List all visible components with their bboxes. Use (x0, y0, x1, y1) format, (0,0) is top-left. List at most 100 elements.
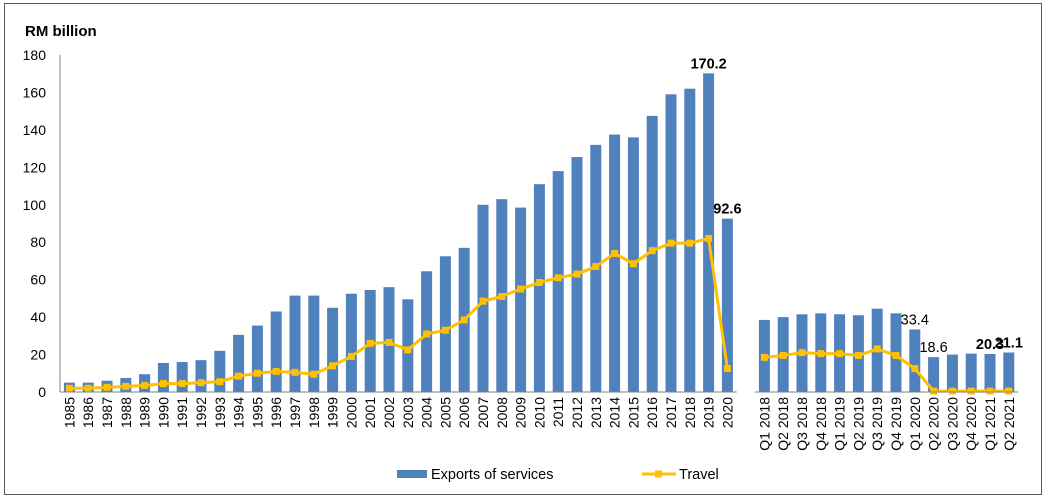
travel-marker-1990 (159, 380, 167, 388)
travel-marker-2013 (592, 263, 600, 271)
x-tick-label: Q2 2020 (926, 397, 942, 451)
bar-2010 (533, 184, 545, 392)
travel-marker-Q1-2020 (911, 365, 919, 373)
bar-2020 (721, 218, 733, 392)
y-axis: 0 20 40 60 80 100 120 140 160 180 (23, 47, 61, 400)
travel-marker-1989 (141, 381, 149, 389)
x-tick-label: 1995 (249, 397, 265, 428)
x-tick-label: 2013 (588, 397, 604, 428)
y-tick-label: 180 (23, 47, 47, 63)
travel-marker-1988 (122, 382, 130, 390)
travel-marker-2015 (629, 260, 637, 268)
x-tick-label: Q4 2019 (888, 397, 904, 451)
x-tick-label: 2010 (531, 397, 547, 428)
x-tick-label: Q3 2020 (944, 397, 960, 451)
travel-marker-2020 (723, 365, 731, 373)
bar-1994 (233, 334, 245, 392)
x-tick-label: 2009 (513, 397, 529, 428)
bar-series-exports (63, 73, 1015, 393)
bar-1990 (157, 362, 169, 392)
y-tick-label: 0 (38, 384, 46, 400)
travel-marker-2008 (498, 293, 506, 301)
x-tick-label: 2011 (550, 397, 566, 427)
x-tick-label: 2016 (644, 397, 660, 428)
travel-marker-2006 (460, 316, 468, 324)
y-tick-label: 160 (23, 84, 47, 100)
travel-marker-Q3-2019 (873, 345, 881, 353)
travel-marker-1993 (216, 378, 224, 386)
travel-marker-Q3-2020 (948, 387, 956, 395)
travel-marker-2004 (423, 330, 431, 338)
x-tick-label: Q2 2021 (1001, 397, 1017, 451)
bar-2014 (609, 134, 621, 392)
x-tick-label: Q1 2020 (907, 397, 923, 451)
x-tick-label: Q1 2021 (982, 397, 998, 451)
bar-1997 (289, 295, 301, 392)
x-tick-label: 2000 (343, 397, 359, 428)
x-tick-label: 1993 (212, 397, 228, 428)
x-tick-label: 1985 (61, 397, 77, 428)
x-tick-label: 1996 (268, 397, 284, 428)
x-tick-label: 1988 (118, 397, 134, 428)
x-tick-label: 1999 (325, 397, 341, 428)
travel-marker-2003 (404, 346, 412, 354)
x-tick-label: 1990 (155, 397, 171, 428)
bar-2011 (552, 171, 564, 392)
travel-marker-2011 (554, 274, 562, 282)
bar-Q1-2021 (984, 353, 996, 392)
line-series-travel (65, 234, 1013, 395)
data-label-Q2-2021: 21.1 (995, 335, 1023, 351)
x-tick-label: 1998 (306, 397, 322, 428)
x-tick-label: 2014 (607, 397, 623, 428)
travel-marker-1995 (253, 369, 261, 377)
bar-1991 (176, 362, 188, 392)
travel-marker-2002 (385, 338, 393, 346)
travel-marker-2007 (479, 297, 487, 305)
x-tick-label: 2007 (475, 397, 491, 428)
travel-marker-2001 (366, 339, 374, 347)
travel-marker-2014 (611, 249, 619, 257)
y-tick-label: 20 (30, 347, 46, 363)
y-tick-label: 80 (30, 234, 46, 250)
bar-2009 (515, 207, 527, 392)
legend-swatch-exports (397, 470, 427, 478)
travel-marker-1991 (178, 380, 186, 388)
bar-2003 (402, 299, 414, 392)
travel-marker-2018 (686, 239, 694, 247)
x-tick-label: 2008 (494, 397, 510, 428)
travel-marker-1986 (84, 384, 92, 392)
travel-marker-Q1-2021 (986, 387, 994, 395)
travel-marker-Q1-2018 (760, 353, 768, 361)
travel-marker-1994 (235, 372, 243, 380)
bar-Q3-2020 (946, 354, 958, 392)
x-tick-label: 1989 (137, 397, 153, 428)
x-tick-label: 1994 (231, 397, 247, 428)
travel-marker-Q3-2018 (798, 349, 806, 357)
travel-marker-1985 (65, 384, 73, 392)
bar-Q2-2021 (1003, 352, 1015, 392)
x-tick-label: 1986 (80, 397, 96, 428)
x-tick-label: Q2 2018 (775, 397, 791, 451)
bar-1999 (327, 307, 339, 392)
bar-2005 (439, 256, 451, 392)
travel-marker-1999 (329, 362, 337, 370)
data-label-Q1-2020: 33.4 (901, 312, 929, 328)
x-tick-label: Q3 2018 (794, 397, 810, 451)
bar-1998 (308, 295, 320, 392)
x-tick-label: 2001 (362, 397, 378, 428)
y-tick-label: 140 (23, 122, 47, 138)
bar-Q1-2020 (909, 329, 921, 392)
travel-marker-Q1-2019 (836, 350, 844, 358)
x-tick-label: 2015 (625, 397, 641, 428)
bar-Q2-2020 (928, 357, 940, 392)
y-tick-label: 40 (30, 309, 46, 325)
travel-marker-2000 (347, 352, 355, 360)
x-tick-label: 2004 (419, 397, 435, 428)
travel-marker-2016 (648, 247, 656, 255)
legend: Exports of services Travel (397, 467, 719, 483)
travel-marker-1996 (272, 367, 280, 375)
y-tick-label: 60 (30, 272, 46, 288)
y-tick-label: 100 (23, 197, 47, 213)
x-tick-label: 2005 (437, 397, 453, 428)
